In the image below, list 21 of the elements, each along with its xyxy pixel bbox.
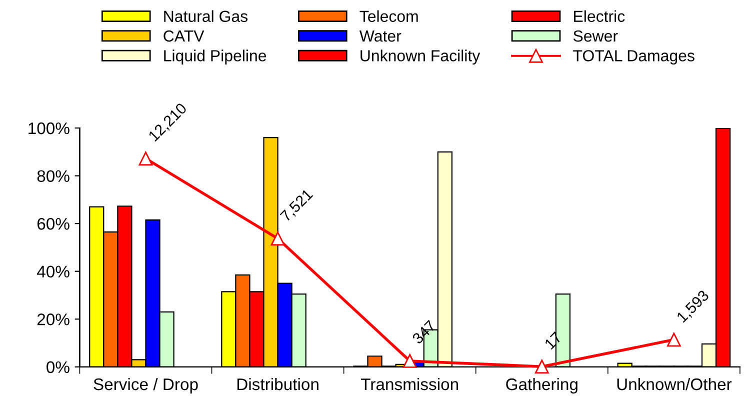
y-tick-label: 40% [37, 266, 70, 278]
legend-label: Telecom [360, 10, 418, 22]
legend-label: CATV [164, 30, 204, 42]
y-tick-label: 100% [28, 122, 70, 134]
y-tick-label: 0% [46, 361, 70, 374]
legend-label: Sewer [573, 30, 618, 42]
y-tick-label: 60% [37, 218, 70, 230]
x-tick-label: Gathering [506, 378, 578, 394]
x-tick-label: Service / Drop [94, 378, 198, 394]
legend-label: Liquid Pipeline [164, 50, 266, 65]
x-tick-label: Unknown/Other [617, 378, 732, 390]
legend-label: Electric [574, 10, 625, 22]
legend-label: Water [359, 30, 402, 42]
x-tick-label: Distribution [237, 378, 318, 390]
x-tick-label: Transmission [360, 378, 458, 390]
legend-label: Unknown Facility [360, 50, 480, 65]
y-tick-label: 20% [37, 314, 70, 326]
data-label: 347 [412, 320, 436, 345]
legend-label: Natural Gas [164, 10, 248, 22]
legend-label: TOTAL Damages [573, 50, 694, 65]
y-tick-label: 80% [37, 170, 70, 182]
